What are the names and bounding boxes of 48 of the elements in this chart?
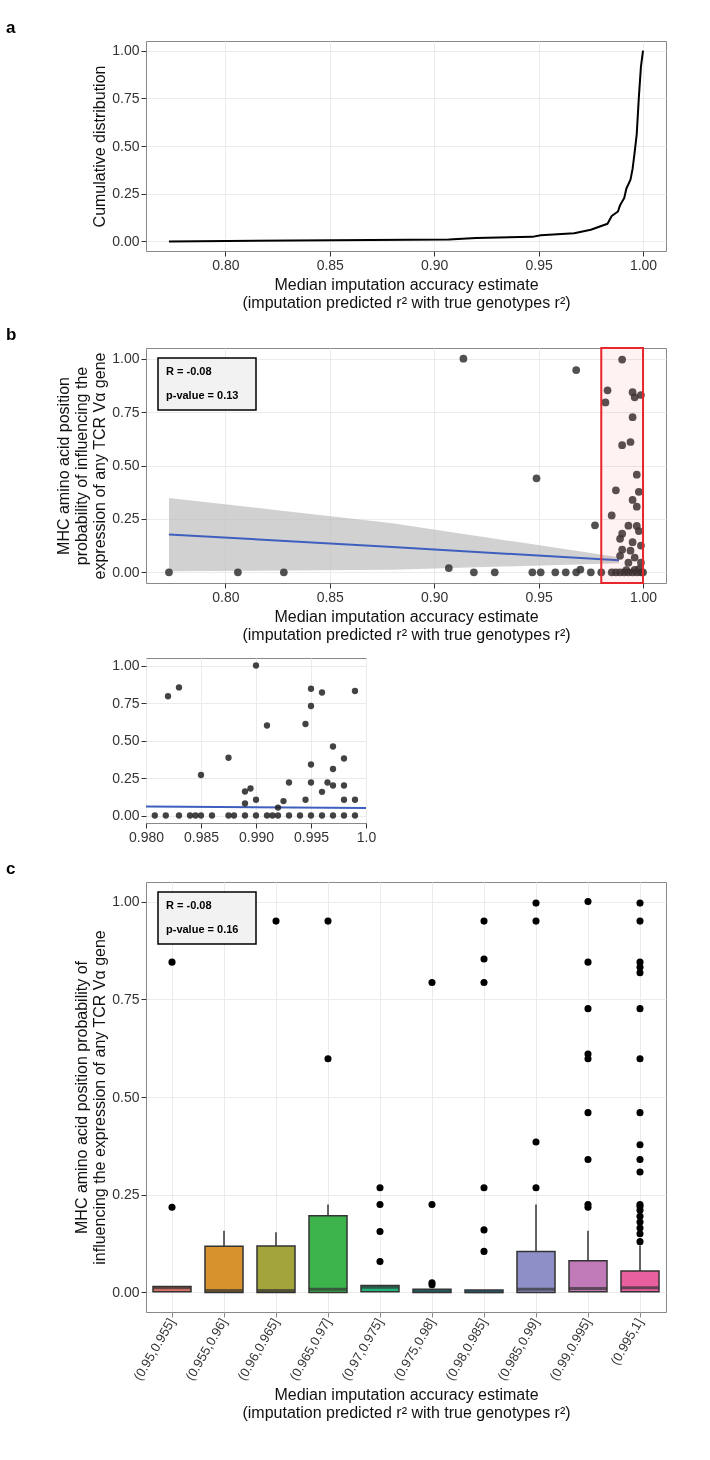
x-tick-label: 0.985 [183, 828, 220, 845]
x-tick-label: 1.00 [629, 256, 658, 273]
x-tick-label: 1.0 [356, 828, 377, 845]
y-tick-label: 0.00 [112, 1283, 140, 1300]
x-tick-label: 0.95 [525, 588, 553, 605]
text: b [6, 325, 17, 344]
y-tick-label: 0.25 [112, 1186, 140, 1203]
x-axis-title: Median imputation accuracy estimate (imputation predicted r² with true genotypes r²) [242, 607, 571, 643]
annotation: R = -0.08 [166, 899, 212, 911]
y-tick-label: 0.25 [112, 185, 140, 202]
x-tick-label: 0.80 [212, 256, 240, 273]
text: c [6, 859, 16, 878]
y-tick-label: 0.50 [112, 1088, 140, 1105]
annotation: p-value = 0.13 [166, 389, 239, 401]
annotation: p-value = 0.16 [166, 923, 239, 935]
y-axis-title: Cumulative distribution [91, 65, 109, 228]
x-tick-label: 1.00 [629, 588, 658, 605]
y-tick-label: 0.75 [112, 89, 140, 106]
x-tick-label: 0.90 [421, 588, 449, 605]
x-tick-label: 0.85 [316, 256, 345, 273]
y-tick-label: 1.00 [112, 893, 140, 910]
y-tick-label: 0.75 [112, 990, 140, 1007]
y-tick-label: 0.50 [112, 732, 140, 748]
x-tick-label: 0.990 [238, 828, 275, 845]
y-tick-label: 0.50 [112, 457, 140, 473]
y-axis-title: MHC amino acid position probability of influencing the expression of any TCR Vα gene [73, 930, 109, 1265]
y-tick-label: 0.75 [112, 403, 140, 420]
x-tick-label: 0.95 [525, 256, 553, 273]
y-tick-label: 0.00 [112, 807, 140, 823]
y-tick-label: 1.00 [112, 350, 140, 367]
y-axis-title: MHC amino acid position probability of influencing the expression of any TCR Vα gene [55, 352, 109, 580]
text: a [6, 18, 16, 37]
y-tick-label: 0.25 [112, 769, 140, 786]
x-tick-label: 0.90 [421, 256, 449, 273]
x-axis-title: Median imputation accuracy estimate (imputation predicted r² with true genotypes r²) [242, 275, 571, 311]
annotation: R = -0.08 [166, 365, 212, 377]
y-tick-label: 0.00 [112, 563, 140, 580]
y-tick-label: 0.50 [112, 137, 140, 154]
y-tick-label: 1.00 [112, 42, 140, 59]
y-tick-label: 0.75 [112, 694, 140, 711]
y-tick-label: 1.00 [112, 657, 140, 673]
x-axis-title: Median imputation accuracy estimate (imputation predicted r² with true genotypes r²) [242, 1386, 571, 1422]
x-tick-label: 0.980 [128, 828, 165, 845]
y-tick-label: 0.00 [112, 232, 140, 249]
x-tick-label: 0.85 [316, 588, 345, 605]
x-tick-label: 0.80 [212, 588, 240, 605]
y-tick-label: 0.25 [112, 510, 140, 527]
x-tick-label: 0.995 [293, 828, 330, 845]
